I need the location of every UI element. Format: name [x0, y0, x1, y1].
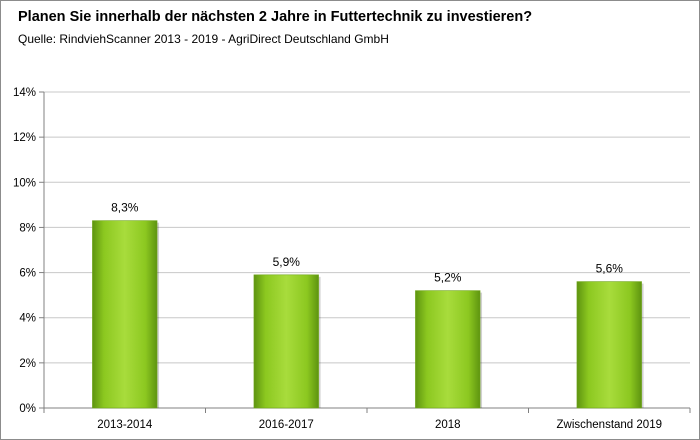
chart-subtitle: Quelle: RindviehScanner 2013 - 2019 - Ag… [18, 32, 389, 46]
y-tick-label: 14% [13, 87, 36, 99]
bar-zwischenstand-2019 [576, 281, 642, 409]
y-tick-label: 2% [19, 358, 36, 370]
y-tick-label: 0% [19, 403, 36, 415]
data-label: 5,2% [434, 271, 462, 285]
x-tick-label: 2018 [435, 419, 461, 431]
chart-title: Planen Sie innerhalb der nächsten 2 Jahr… [18, 9, 533, 25]
y-tick-label: 4% [19, 313, 36, 325]
y-tick-label: 8% [19, 222, 36, 234]
bar-2016-2017 [253, 274, 319, 409]
x-tick-label: 2013-2014 [97, 419, 153, 431]
y-tick-label: 10% [13, 177, 36, 189]
bar-2018 [415, 290, 481, 409]
bar-2013-2014 [92, 220, 158, 409]
y-tick-label: 6% [19, 268, 36, 280]
data-label: 5,6% [596, 262, 624, 276]
x-tick-label: Zwischenstand 2019 [557, 419, 662, 431]
data-label: 8,3% [111, 201, 139, 215]
y-tick-label: 12% [13, 132, 36, 144]
data-label: 5,9% [273, 255, 301, 269]
x-tick-label: 2016-2017 [259, 419, 314, 431]
